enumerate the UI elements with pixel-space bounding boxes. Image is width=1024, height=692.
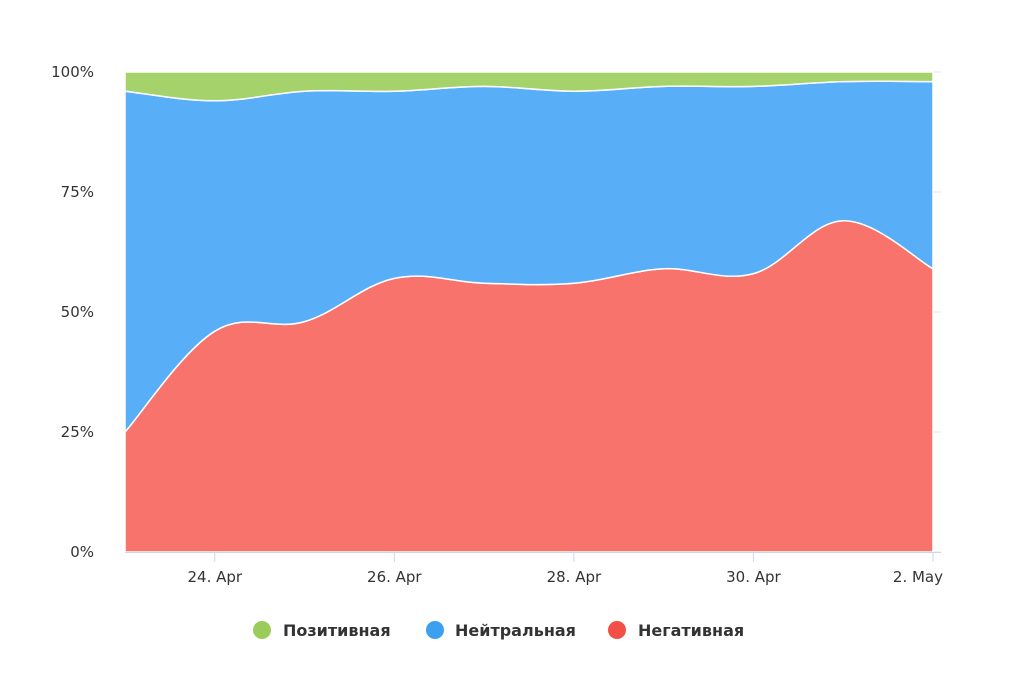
y-axis: 0% 25% 50% 75% 100%: [51, 63, 94, 561]
y-tick-label: 0%: [70, 543, 94, 561]
x-tick-label: 28. Apr: [547, 568, 602, 586]
y-tick-label: 50%: [61, 303, 94, 321]
series-area-positive: [124, 71, 934, 102]
legend: Позитивная Нейтральная Негативная: [253, 621, 744, 640]
legend-label: Негативная: [638, 621, 744, 640]
legend-label: Позитивная: [283, 621, 391, 640]
legend-item-negative[interactable]: Негативная: [608, 621, 744, 640]
y-tick-label: 25%: [61, 423, 94, 441]
legend-marker: [608, 621, 626, 639]
legend-marker: [426, 621, 444, 639]
x-tick-label: 2. May: [893, 568, 943, 586]
series-areas: [124, 71, 934, 553]
y-tick-label: 100%: [51, 63, 94, 81]
legend-label: Нейтральная: [455, 621, 576, 640]
x-axis: 24. Apr 26. Apr 28. Apr 30. Apr 2. May: [125, 552, 943, 586]
y-tick-label: 75%: [61, 183, 94, 201]
x-tick-label: 30. Apr: [726, 568, 781, 586]
legend-marker: [253, 621, 271, 639]
x-tick-label: 26. Apr: [367, 568, 422, 586]
legend-item-neutral[interactable]: Нейтральная: [426, 621, 576, 640]
legend-item-positive[interactable]: Позитивная: [253, 621, 391, 640]
x-tick-label: 24. Apr: [187, 568, 242, 586]
